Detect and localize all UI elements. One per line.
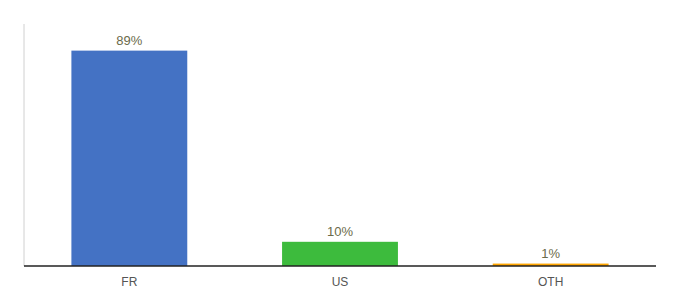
data-label: 89% xyxy=(116,33,142,48)
labels: 89% FR 10% US 1% OTH xyxy=(116,33,563,289)
bar xyxy=(71,51,187,266)
y-axis-line xyxy=(24,24,25,266)
x-axis-line xyxy=(24,265,656,267)
data-label: 1% xyxy=(541,246,560,261)
bar xyxy=(282,242,398,266)
bars xyxy=(71,51,608,266)
chart-container: 89% FR 10% US 1% OTH xyxy=(0,0,680,300)
x-tick-label: FR xyxy=(121,275,137,289)
x-tick-label: US xyxy=(332,275,349,289)
data-label: 10% xyxy=(327,224,353,239)
x-tick-label: OTH xyxy=(538,275,563,289)
chart-svg: 89% FR 10% US 1% OTH xyxy=(0,0,680,300)
